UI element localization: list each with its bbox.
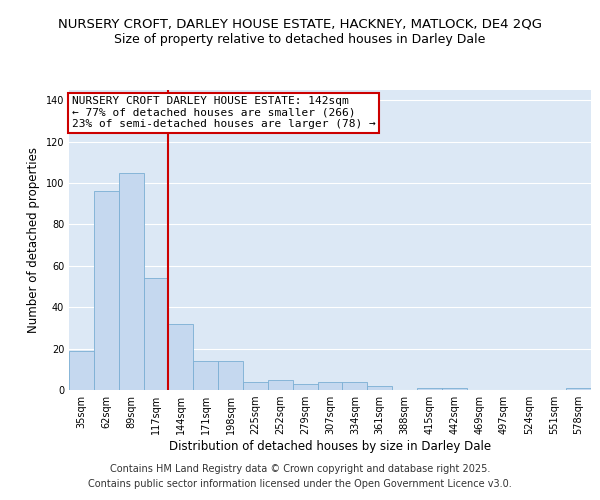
Bar <box>94 192 119 390</box>
Bar <box>367 386 392 390</box>
Bar <box>69 350 94 390</box>
Bar <box>143 278 169 390</box>
X-axis label: Distribution of detached houses by size in Darley Dale: Distribution of detached houses by size … <box>169 440 491 453</box>
Text: NURSERY CROFT DARLEY HOUSE ESTATE: 142sqm
← 77% of detached houses are smaller (: NURSERY CROFT DARLEY HOUSE ESTATE: 142sq… <box>71 96 376 129</box>
Bar <box>566 388 591 390</box>
Bar <box>417 388 442 390</box>
Bar <box>343 382 367 390</box>
Text: NURSERY CROFT, DARLEY HOUSE ESTATE, HACKNEY, MATLOCK, DE4 2QG: NURSERY CROFT, DARLEY HOUSE ESTATE, HACK… <box>58 18 542 30</box>
Bar <box>169 324 193 390</box>
Text: Size of property relative to detached houses in Darley Dale: Size of property relative to detached ho… <box>115 32 485 46</box>
Bar <box>218 361 243 390</box>
Bar <box>317 382 343 390</box>
Y-axis label: Number of detached properties: Number of detached properties <box>27 147 40 333</box>
Text: Contains public sector information licensed under the Open Government Licence v3: Contains public sector information licen… <box>88 479 512 489</box>
Bar <box>243 382 268 390</box>
Bar <box>293 384 317 390</box>
Bar <box>268 380 293 390</box>
Bar <box>119 173 143 390</box>
Bar <box>442 388 467 390</box>
Text: Contains HM Land Registry data © Crown copyright and database right 2025.: Contains HM Land Registry data © Crown c… <box>110 464 490 474</box>
Bar <box>193 361 218 390</box>
